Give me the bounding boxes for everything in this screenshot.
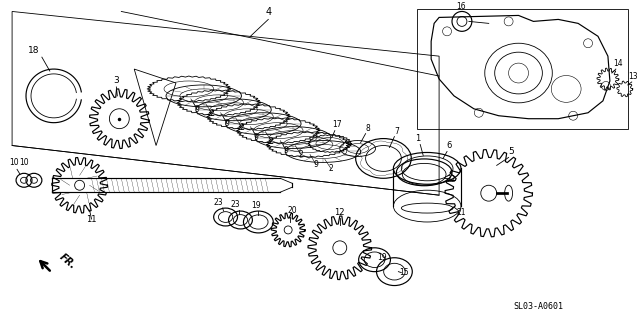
Text: 18: 18 xyxy=(28,46,40,55)
Text: 17: 17 xyxy=(332,120,342,129)
Bar xyxy=(417,10,627,129)
Text: 7: 7 xyxy=(394,127,399,136)
Text: 2: 2 xyxy=(210,109,214,118)
Text: 9: 9 xyxy=(254,132,259,141)
Text: 13: 13 xyxy=(628,72,638,81)
Text: 2: 2 xyxy=(239,123,244,132)
Text: 6: 6 xyxy=(446,140,452,149)
Text: 14: 14 xyxy=(613,59,622,68)
Text: FR.: FR. xyxy=(58,252,78,271)
Text: 5: 5 xyxy=(509,148,514,156)
Text: 20: 20 xyxy=(288,206,297,215)
Text: 12: 12 xyxy=(335,208,345,217)
Text: 16: 16 xyxy=(456,3,466,12)
Text: 21: 21 xyxy=(456,208,466,217)
Text: 19: 19 xyxy=(378,253,387,262)
Text: 2: 2 xyxy=(328,164,333,173)
Text: 23: 23 xyxy=(214,198,224,207)
Text: 11: 11 xyxy=(86,215,96,224)
Text: 9: 9 xyxy=(194,105,199,114)
Text: 19: 19 xyxy=(252,201,261,210)
Text: 22: 22 xyxy=(446,175,456,184)
Text: SL03-A0601: SL03-A0601 xyxy=(513,302,564,311)
Text: 10: 10 xyxy=(19,158,29,167)
Text: 1: 1 xyxy=(415,133,420,142)
Text: 4: 4 xyxy=(265,7,272,17)
Text: 2: 2 xyxy=(269,137,273,146)
Text: 9: 9 xyxy=(284,147,289,156)
Text: 23: 23 xyxy=(231,200,240,209)
Text: 8: 8 xyxy=(366,124,370,132)
Text: 3: 3 xyxy=(114,76,119,85)
Text: 9: 9 xyxy=(314,160,318,169)
Text: 2: 2 xyxy=(298,150,304,159)
Text: 15: 15 xyxy=(399,268,409,276)
Text: 10: 10 xyxy=(9,158,19,167)
Text: 9: 9 xyxy=(224,119,229,128)
